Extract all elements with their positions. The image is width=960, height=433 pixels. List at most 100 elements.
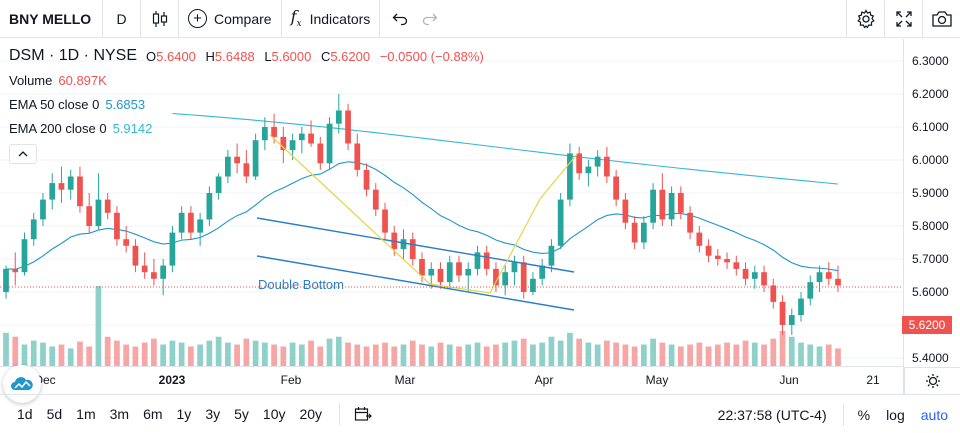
candle-body xyxy=(724,259,730,263)
volume-bar xyxy=(465,344,472,366)
legend-collapse-button[interactable] xyxy=(9,144,37,164)
candle-body xyxy=(280,136,287,151)
candle-body xyxy=(308,133,314,144)
volume-bar xyxy=(178,342,185,366)
logo-button[interactable] xyxy=(3,365,41,403)
sun-gear-icon xyxy=(925,374,940,388)
candle-body xyxy=(622,199,629,223)
volume-bar xyxy=(345,342,351,366)
range-1y[interactable]: 1y xyxy=(176,406,192,422)
time-tick-label: Feb xyxy=(281,373,302,387)
volume-bar xyxy=(419,344,425,366)
clock[interactable]: 22:37:58 (UTC-4) xyxy=(702,403,844,426)
candle-body xyxy=(104,199,111,213)
range-5d[interactable]: 5d xyxy=(46,406,63,422)
low-label: L xyxy=(264,48,272,64)
range-20y[interactable]: 20y xyxy=(299,406,323,422)
volume-bar xyxy=(132,346,139,366)
volume-value: 60.897K xyxy=(58,72,107,88)
volume-bar xyxy=(354,344,361,366)
candle-body xyxy=(95,199,102,226)
range-10y[interactable]: 10y xyxy=(262,406,286,422)
settings-button[interactable] xyxy=(846,0,884,38)
volume-bar xyxy=(622,344,629,366)
volume-bar xyxy=(483,346,490,366)
bottom-toolbar: 1d 5d 1m 3m 6m 1y 3y 5y 10y 20y 22:37:58 (UTC-4) … xyxy=(0,394,960,433)
candle-body xyxy=(271,127,277,137)
fullscreen-button[interactable] xyxy=(884,0,922,38)
volume-bar xyxy=(696,342,703,366)
legend-ema50-row[interactable]: EMA 50 close 0 5.6853 xyxy=(9,92,490,116)
zigzag-line xyxy=(269,134,579,294)
drawings: Double Bottom xyxy=(256,134,579,311)
symbol-search[interactable]: BNY MELLO xyxy=(0,0,103,38)
candle-body xyxy=(114,212,120,240)
volume-bar xyxy=(779,330,786,366)
candle-body xyxy=(613,176,619,200)
time-tick-label: 2023 xyxy=(159,373,186,387)
candle-body xyxy=(234,156,240,164)
snapshot-button[interactable] xyxy=(922,0,960,38)
time-axis: Dec 2023 Feb Mar Apr May Jun 21 xyxy=(34,373,880,387)
candle-body xyxy=(733,262,740,269)
legend-ema200-row[interactable]: EMA 200 close 0 5.9142 xyxy=(9,116,490,140)
percent-scale-button[interactable]: % xyxy=(857,406,871,423)
undo-icon[interactable] xyxy=(392,12,408,26)
candle-body xyxy=(687,212,693,233)
chevron-up-icon xyxy=(18,151,28,157)
time-axis-settings[interactable] xyxy=(904,367,960,394)
volume-bar xyxy=(631,346,638,366)
candle-body xyxy=(604,156,610,177)
time-tick-label: May xyxy=(646,373,669,387)
close-value: 5.6200 xyxy=(330,48,371,64)
candle-body xyxy=(298,133,305,141)
candle-body xyxy=(659,189,666,220)
interval-button[interactable]: D xyxy=(103,0,141,38)
price-tick-label: 5.6000 xyxy=(912,285,949,299)
go-to-date-button[interactable] xyxy=(339,403,372,425)
redo-icon[interactable] xyxy=(422,12,438,26)
candle-body xyxy=(206,193,213,220)
range-6m[interactable]: 6m xyxy=(143,406,163,422)
price-tick-label: 5.4000 xyxy=(912,351,949,365)
candle-body xyxy=(825,272,832,279)
volume-bar xyxy=(548,336,555,366)
compare-button[interactable]: + Compare xyxy=(179,0,282,38)
candle-body xyxy=(354,143,361,170)
volume-bars xyxy=(3,286,841,366)
range-3m[interactable]: 3m xyxy=(109,406,130,422)
chart-pane[interactable]: Double Bottom 6.3000 6.2000 6.1000 6.0000 5.… xyxy=(0,39,960,403)
volume-bar xyxy=(761,344,767,366)
volume-bar xyxy=(400,344,407,366)
candle-body xyxy=(835,278,841,286)
candle-body xyxy=(382,209,388,233)
range-1d[interactable]: 1d xyxy=(17,406,33,422)
price-tick-label: 6.0000 xyxy=(912,153,949,167)
legend-volume-row[interactable]: Volume 60.897K xyxy=(9,68,490,92)
indicators-button[interactable]: fx Indicators xyxy=(282,0,381,38)
range-3y[interactable]: 3y xyxy=(205,406,221,422)
candle-body xyxy=(788,315,795,325)
time-tick-label: Mar xyxy=(395,373,416,387)
candle-body xyxy=(576,153,583,174)
candle-body xyxy=(169,232,176,266)
chart-type-button[interactable] xyxy=(141,0,179,38)
volume-bar xyxy=(502,342,509,366)
range-5y[interactable]: 5y xyxy=(234,406,249,422)
compare-label: Compare xyxy=(214,10,272,27)
time-tick-label: Apr xyxy=(535,373,554,387)
open-label: O xyxy=(146,48,157,64)
calendar-range-icon xyxy=(354,407,372,421)
range-1m[interactable]: 1m xyxy=(76,406,96,422)
volume-bar xyxy=(298,344,305,366)
auto-scale-button[interactable]: auto xyxy=(920,406,948,423)
ema-50-path xyxy=(5,161,839,272)
price-chart[interactable]: Double Bottom 6.3000 6.2000 6.1000 6.0000 5.… xyxy=(0,39,960,394)
volume-bar xyxy=(225,342,231,366)
log-scale-button[interactable]: log xyxy=(886,406,905,423)
volume-bar xyxy=(659,342,666,366)
volume-bar xyxy=(585,342,592,366)
candlestick-icon xyxy=(152,10,167,27)
top-toolbar: BNY MELLO D + Compare fx Indicators xyxy=(0,0,960,38)
candle-body xyxy=(594,156,601,167)
